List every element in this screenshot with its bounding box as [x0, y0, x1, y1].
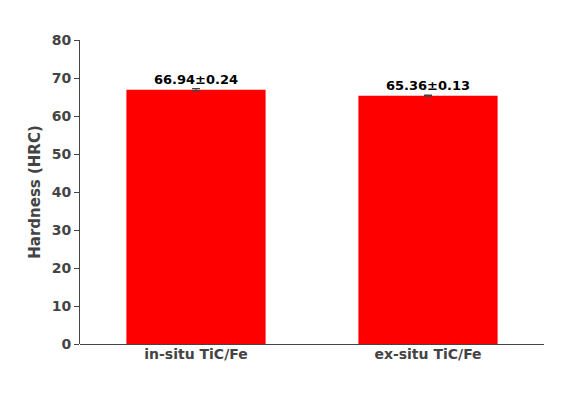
svg-text:80: 80 [52, 32, 72, 48]
svg-text:50: 50 [52, 146, 72, 162]
svg-text:in-situ TiC/Fe: in-situ TiC/Fe [144, 346, 247, 362]
svg-text:66.94±0.24: 66.94±0.24 [154, 72, 238, 87]
svg-text:70: 70 [52, 70, 72, 86]
svg-text:30: 30 [52, 222, 72, 238]
svg-text:65.36±0.13: 65.36±0.13 [386, 78, 470, 93]
svg-text:ex-situ TiC/Fe: ex-situ TiC/Fe [374, 346, 481, 362]
svg-text:10: 10 [52, 298, 72, 314]
svg-text:20: 20 [52, 260, 72, 276]
svg-text:60: 60 [52, 108, 72, 124]
svg-text:Hardness (HRC): Hardness (HRC) [26, 125, 44, 259]
svg-text:40: 40 [52, 184, 72, 200]
svg-text:0: 0 [61, 336, 71, 352]
